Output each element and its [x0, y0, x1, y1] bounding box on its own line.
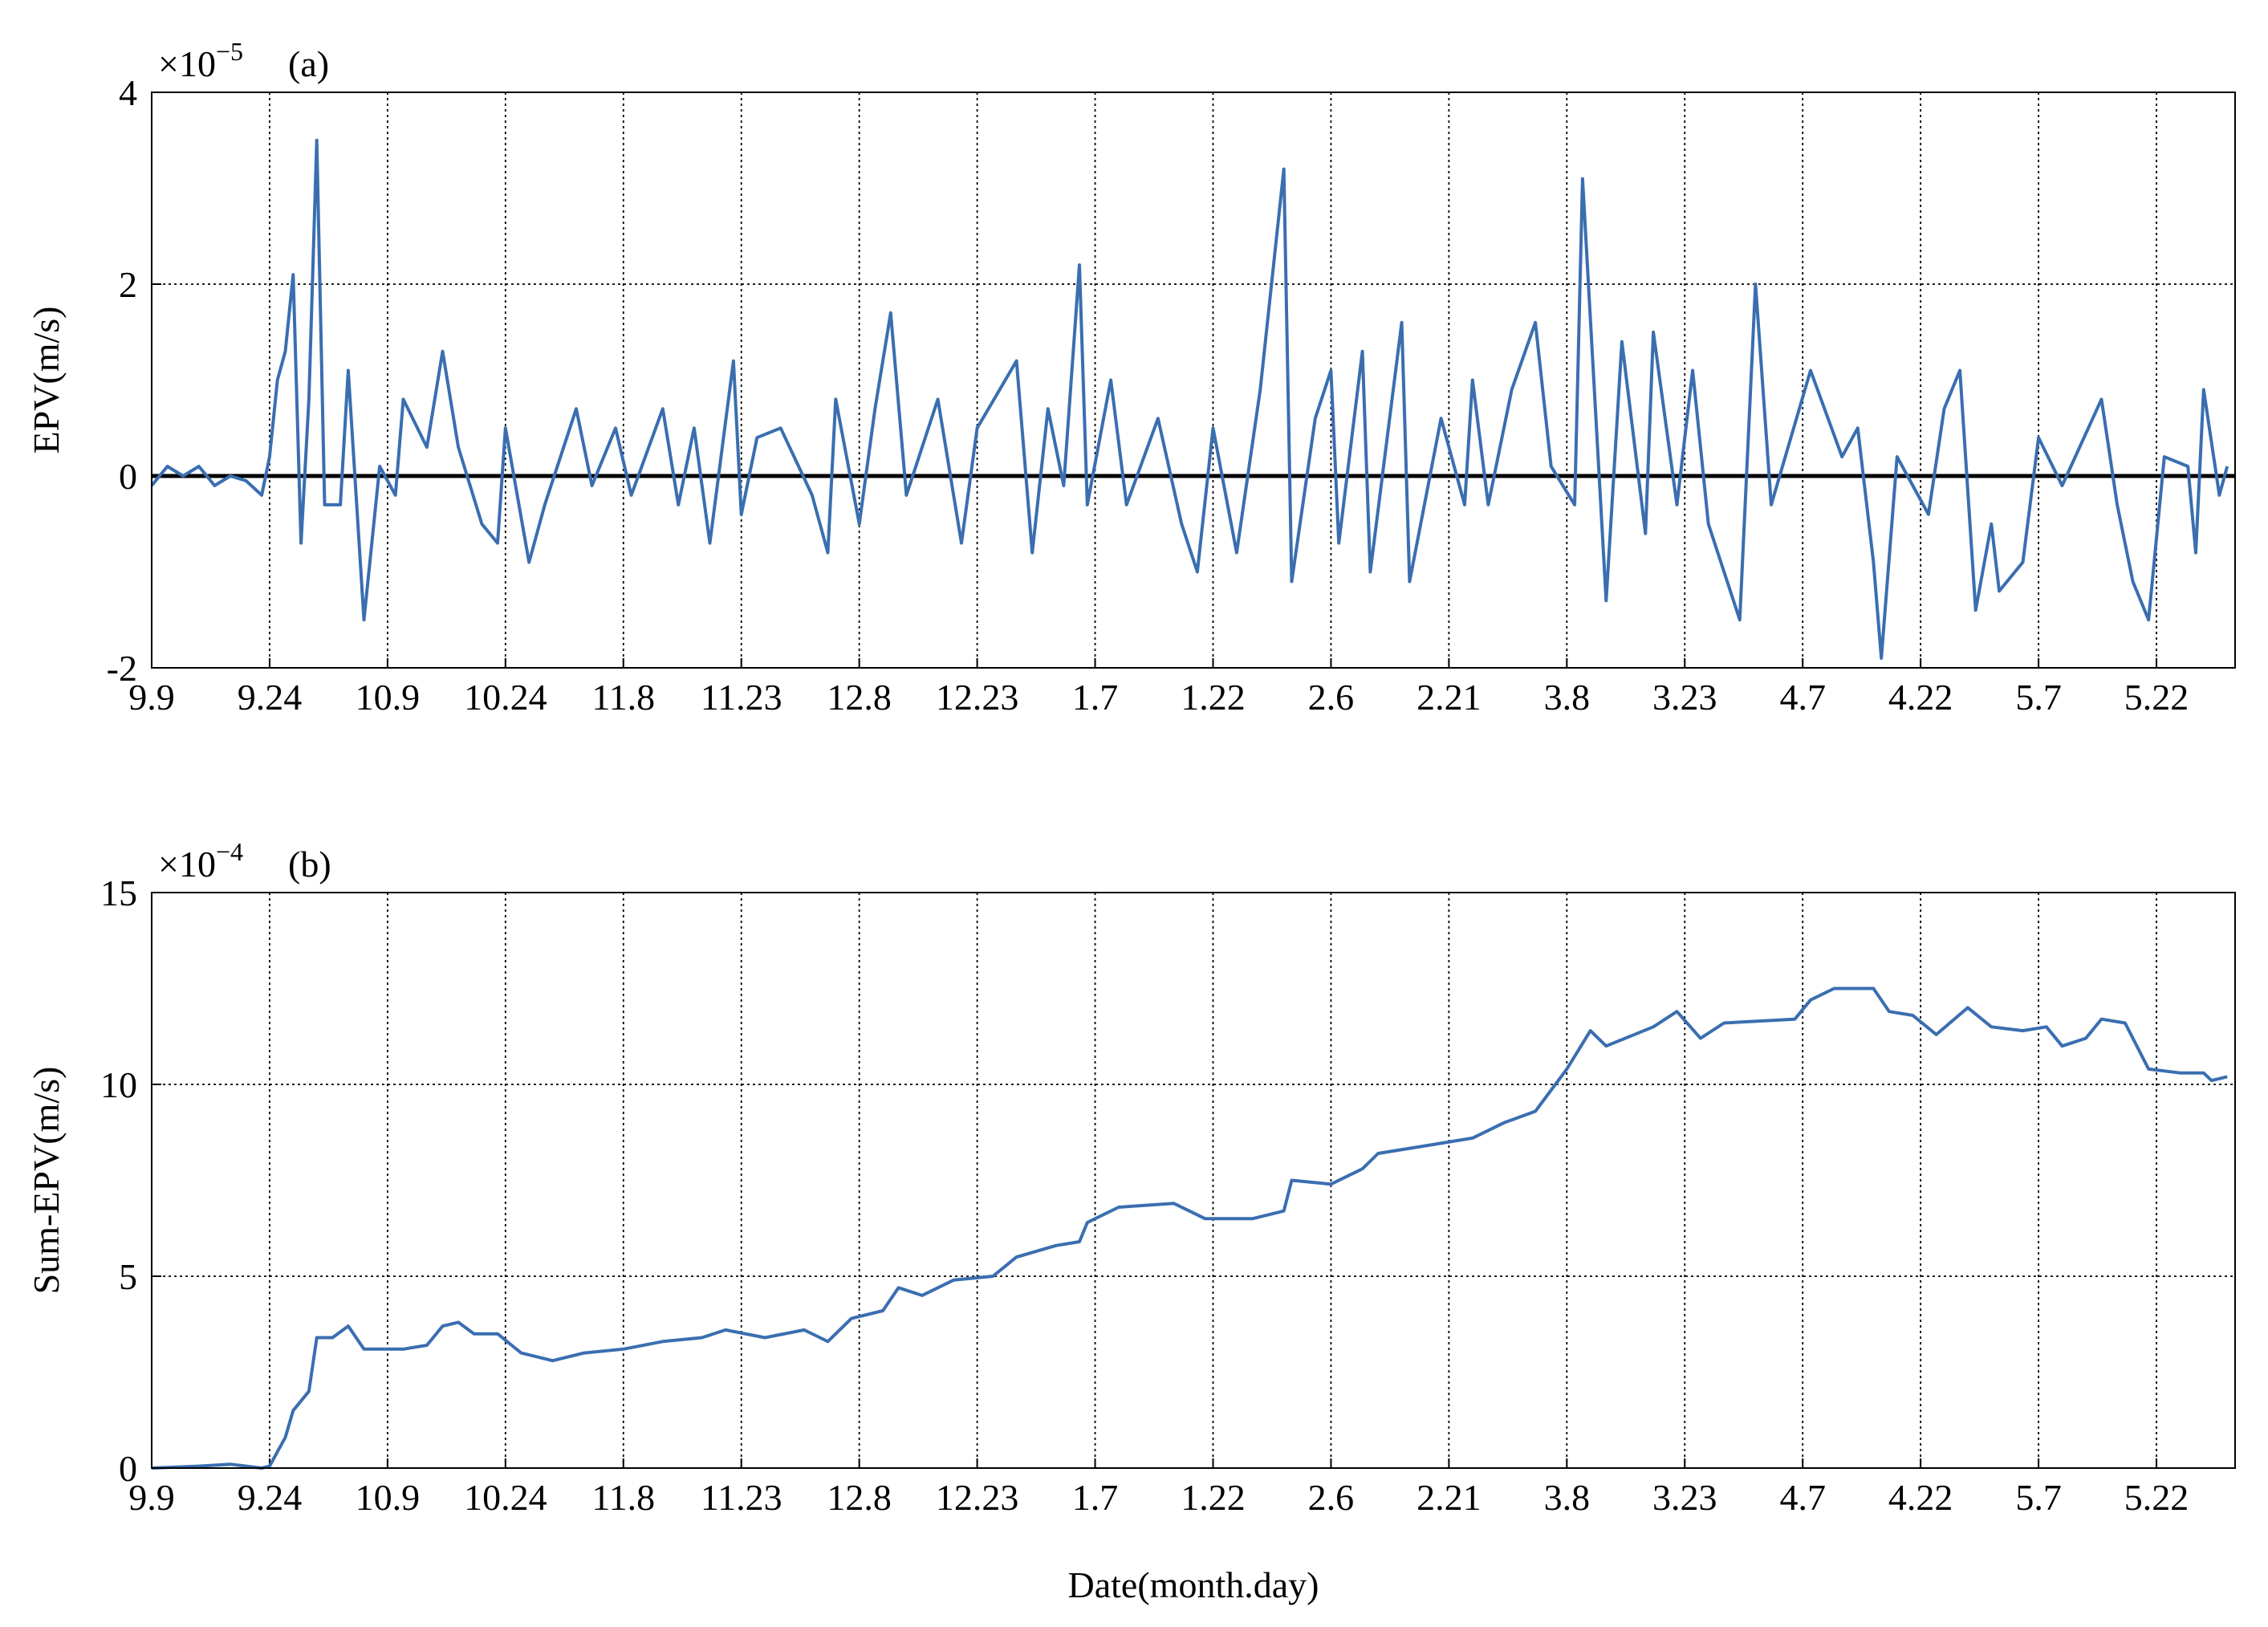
- data-line: [150, 138, 2229, 660]
- x-tick-label: 10.24: [464, 1477, 547, 1518]
- x-tick-label: 4.22: [1888, 677, 1953, 718]
- y-tick-label: 15: [100, 872, 137, 913]
- plot-frame: [151, 92, 2236, 669]
- x-tick-label: 5.7: [2015, 677, 2062, 718]
- x-tick-label: 9.9: [128, 1477, 175, 1518]
- data-line: [151, 986, 2228, 1470]
- x-tick-label: 11.8: [591, 677, 655, 718]
- y-axis-label: Sum-EPV(m/s): [26, 1067, 67, 1295]
- x-tick-label: 2.21: [1416, 1477, 1482, 1518]
- x-tick-label: 9.24: [238, 1477, 303, 1518]
- x-tick-label: 10.9: [356, 1477, 421, 1518]
- x-tick-label: 4.7: [1779, 677, 1826, 718]
- x-axis-label: Date(month.day): [1068, 1564, 1319, 1605]
- y-tick-label: 0: [119, 456, 137, 497]
- axis-multiplier: ×10−5: [158, 37, 243, 84]
- x-tick-label: 10.24: [464, 677, 547, 718]
- multiplier-exponent: −4: [216, 837, 243, 866]
- x-tick-label: 3.23: [1652, 1477, 1717, 1518]
- panel-label: (a): [288, 43, 329, 84]
- multiplier-base: ×10: [158, 844, 216, 885]
- x-tick-label: 2.6: [1308, 677, 1355, 718]
- x-tick-label: 10.9: [356, 677, 421, 718]
- x-tick-label: 2.21: [1416, 677, 1482, 718]
- x-tick-label: 1.22: [1181, 677, 1246, 718]
- y-axis-label: EPV(m/s): [26, 307, 67, 454]
- axis-multiplier: ×10−4: [158, 837, 243, 885]
- x-tick-label: 2.6: [1308, 1477, 1355, 1518]
- x-tick-label: 12.23: [936, 1477, 1019, 1518]
- x-tick-label: 11.8: [591, 1477, 655, 1518]
- x-tick-label: 9.24: [238, 677, 303, 718]
- x-tick-label: 5.7: [2015, 1477, 2062, 1518]
- y-tick-label: 0: [119, 1448, 137, 1489]
- y-tick-label: 4: [119, 72, 137, 113]
- multiplier-base: ×10: [158, 43, 216, 84]
- plot-frame: [151, 892, 2236, 1469]
- x-tick-label: 5.22: [2124, 1477, 2189, 1518]
- x-tick-label: 11.23: [701, 1477, 782, 1518]
- panel-label: (b): [288, 844, 331, 885]
- y-tick-label: -2: [107, 648, 137, 689]
- x-tick-label: 9.9: [128, 677, 175, 718]
- x-tick-label: 4.7: [1779, 1477, 1826, 1518]
- y-tick-label: 10: [100, 1064, 137, 1105]
- x-tick-label: 4.22: [1888, 1477, 1953, 1518]
- x-tick-label: 1.7: [1072, 677, 1119, 718]
- y-tick-label: 5: [119, 1256, 137, 1297]
- x-tick-label: 11.23: [701, 677, 782, 718]
- x-tick-label: 1.22: [1181, 1477, 1246, 1518]
- multiplier-exponent: −5: [216, 37, 243, 66]
- x-tick-label: 12.23: [936, 677, 1019, 718]
- x-tick-label: 3.8: [1544, 677, 1591, 718]
- x-tick-label: 1.7: [1072, 1477, 1119, 1518]
- x-tick-label: 12.8: [827, 677, 892, 718]
- y-tick-label: 2: [119, 264, 137, 305]
- x-tick-label: 3.8: [1544, 1477, 1591, 1518]
- x-tick-label: 3.23: [1652, 677, 1717, 718]
- x-tick-label: 5.22: [2124, 677, 2189, 718]
- x-tick-label: 12.8: [827, 1477, 892, 1518]
